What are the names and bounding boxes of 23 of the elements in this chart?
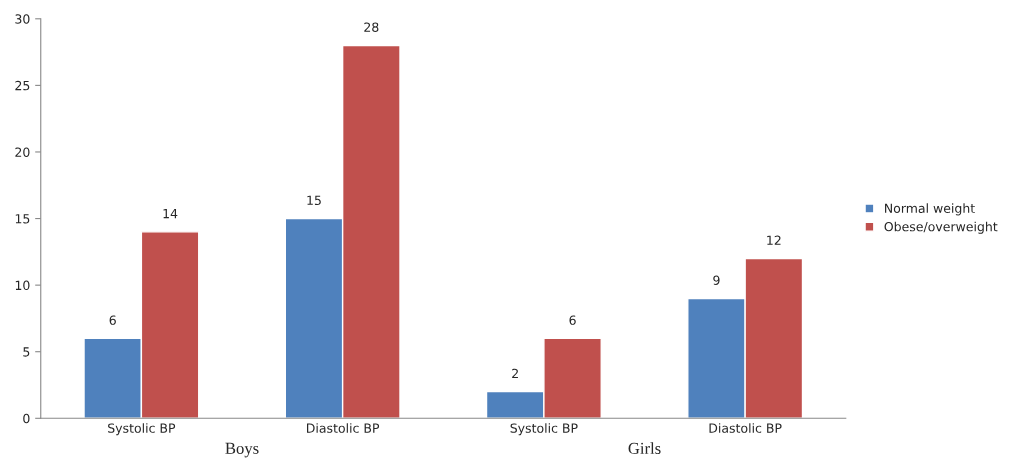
data-label: 2 (512, 368, 518, 378)
data-label: 12 (767, 235, 781, 245)
y-tick-label: 0 (23, 413, 30, 424)
x-tick-label: Systolic BP (510, 423, 578, 436)
data-label: 6 (109, 315, 116, 325)
y-tick-label: 10 (15, 280, 30, 291)
legend-label: Normal weight (885, 203, 975, 216)
y-tick-label: 25 (15, 80, 30, 91)
data-label: 28 (364, 22, 379, 32)
y-tick-label: 30 (15, 14, 30, 24)
data-label: 9 (713, 275, 720, 285)
text: Girls (628, 442, 661, 454)
y-tick-label: 15 (15, 214, 30, 224)
legend-label: Obese/overweight (884, 221, 998, 234)
data-label: 14 (163, 209, 178, 219)
text: Boys (225, 442, 259, 458)
x-tick-label: Diastolic BP (709, 423, 782, 433)
y-tick-label: 20 (15, 147, 30, 157)
data-label: 6 (569, 315, 576, 325)
y-tick-label: 5 (23, 347, 30, 357)
data-label: 15 (307, 195, 321, 206)
x-tick-label: Systolic BP (108, 423, 176, 436)
x-tick-label: Diastolic BP (307, 423, 380, 433)
